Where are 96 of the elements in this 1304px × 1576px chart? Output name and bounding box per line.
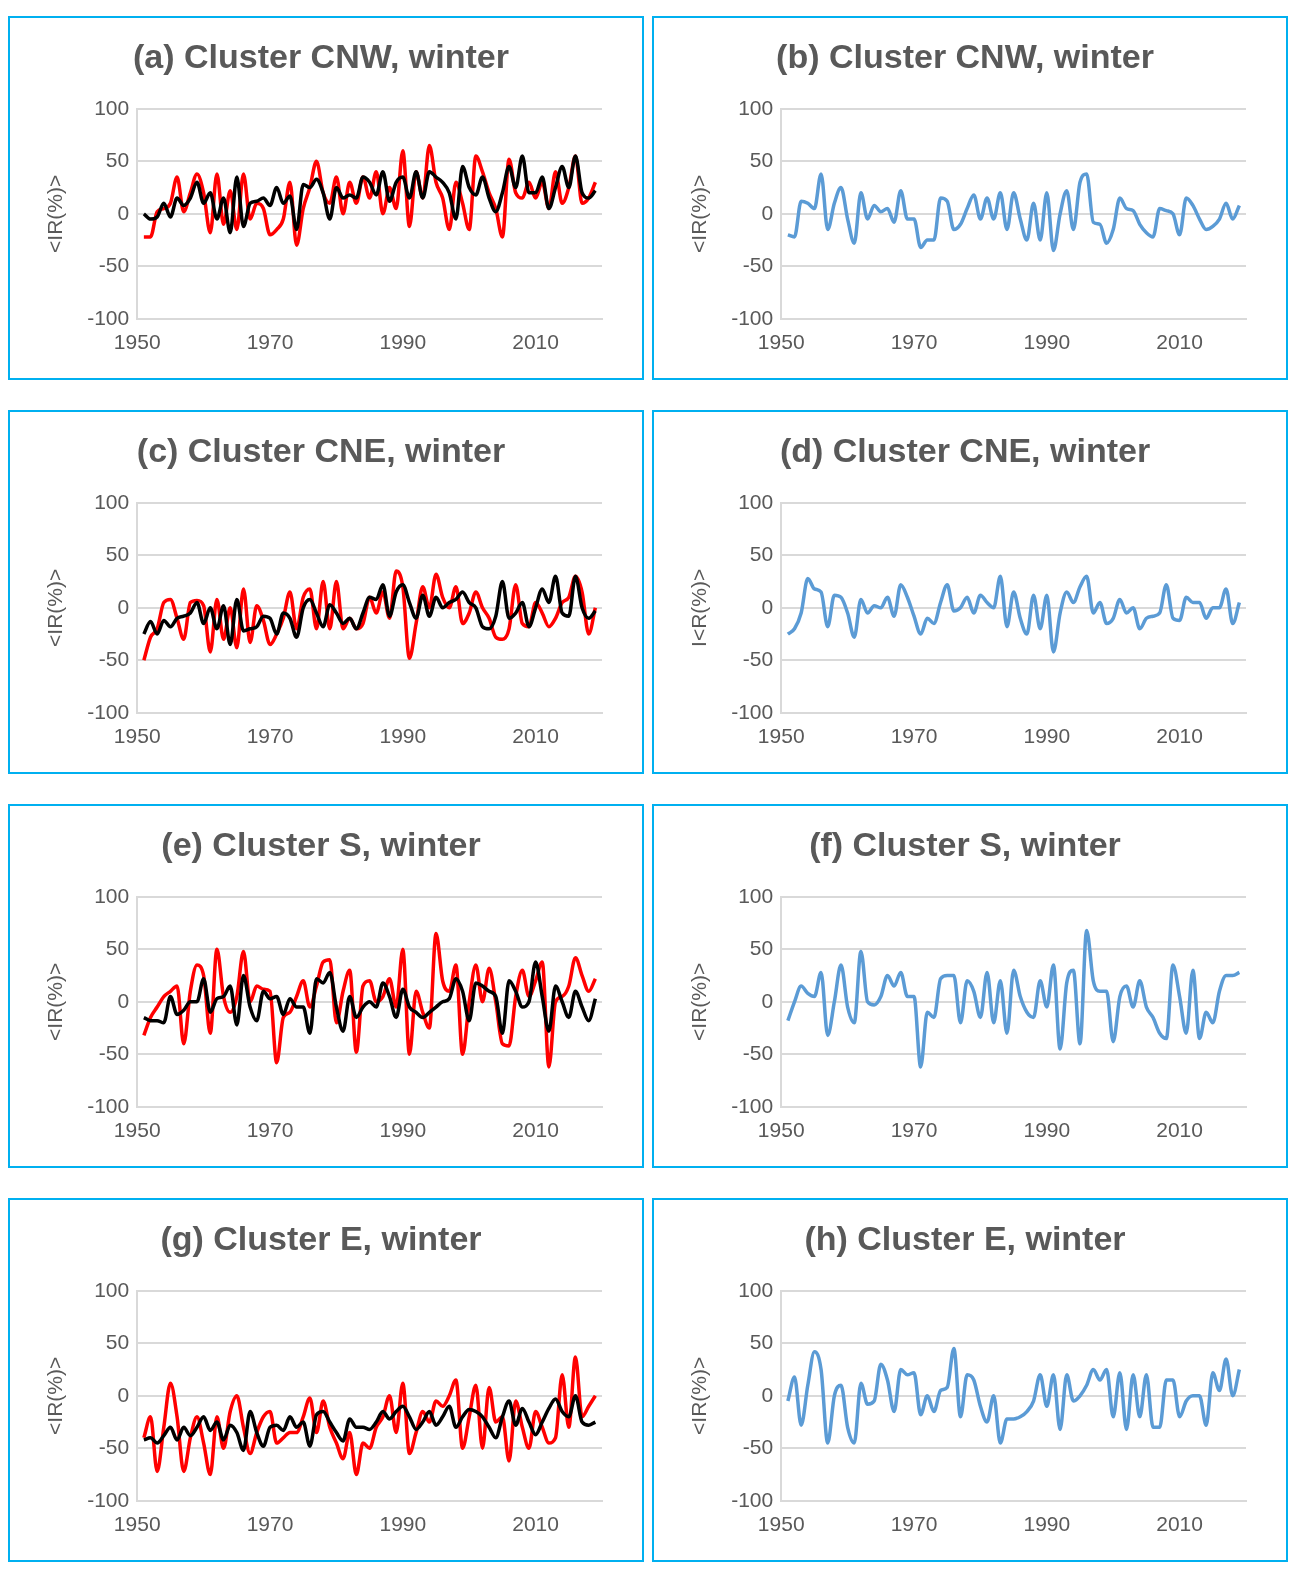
- y-tick-label: 100: [94, 489, 130, 513]
- line-series: [142, 1394, 598, 1453]
- y-axis-title: <IR(%)>: [43, 568, 67, 647]
- y-tick-label: -50: [98, 1041, 130, 1065]
- x-tick-label: 2010: [1156, 724, 1203, 748]
- y-tick-label: -100: [87, 1093, 130, 1117]
- y-tick-label: 0: [117, 200, 130, 224]
- y-axis-title: I<R(%)>: [687, 568, 711, 647]
- y-axis-title: <IR(%)>: [687, 174, 711, 253]
- chart-title: (d) Cluster CNE, winter: [779, 430, 1151, 469]
- x-tick-label: 1950: [757, 1118, 805, 1142]
- line-series: [786, 574, 1242, 654]
- y-tick-label: -100: [731, 1093, 774, 1117]
- y-tick-label: -100: [731, 699, 774, 723]
- line-series: [142, 960, 598, 1036]
- x-tick-label: 1990: [379, 1512, 427, 1536]
- y-tick-label: 100: [738, 1277, 774, 1301]
- x-tick-label: 1990: [1023, 724, 1071, 748]
- x-tick-label: 1950: [757, 1512, 805, 1536]
- x-tick-label: 1990: [1023, 330, 1071, 354]
- chart-title: (c) Cluster CNE, winter: [136, 430, 506, 469]
- x-tick-label: 1970: [246, 1512, 294, 1536]
- y-tick-label: 0: [761, 200, 774, 224]
- y-tick-label: 50: [105, 936, 130, 960]
- x-tick-label: 1950: [113, 724, 161, 748]
- line-series: [786, 172, 1242, 253]
- y-tick-label: -50: [98, 647, 130, 671]
- y-tick-label: 50: [105, 1330, 130, 1354]
- x-tick-label: 2010: [1156, 1512, 1203, 1536]
- x-tick-label: 2010: [1156, 1118, 1203, 1142]
- y-tick-label: 100: [738, 883, 774, 907]
- y-tick-label: 50: [105, 148, 130, 172]
- y-tick-label: 0: [761, 594, 774, 618]
- y-tick-label: -100: [87, 699, 130, 723]
- y-axis-title: <IR(%)>: [43, 962, 67, 1041]
- y-tick-label: 100: [738, 489, 774, 513]
- y-tick-label: 100: [94, 95, 130, 119]
- chart-title: (g) Cluster E, winter: [160, 1218, 482, 1257]
- y-tick-label: -50: [742, 253, 774, 277]
- y-tick-label: 100: [94, 883, 130, 907]
- y-tick-label: -50: [98, 1435, 130, 1459]
- x-tick-label: 1970: [246, 724, 294, 748]
- x-tick-label: 1950: [113, 330, 161, 354]
- x-tick-label: 1970: [246, 1118, 294, 1142]
- chart-title: (f) Cluster S, winter: [809, 824, 1121, 863]
- y-tick-label: 0: [761, 988, 774, 1012]
- x-tick-label: 1950: [757, 724, 805, 748]
- x-tick-label: 2010: [512, 330, 559, 354]
- chart-title: (h) Cluster E, winter: [804, 1218, 1126, 1257]
- line-series: [786, 1346, 1242, 1445]
- x-tick-label: 1990: [379, 1118, 427, 1142]
- x-tick-label: 1970: [890, 724, 938, 748]
- chart-title: (e) Cluster S, winter: [161, 824, 481, 863]
- x-tick-label: 1990: [379, 330, 427, 354]
- y-tick-label: 100: [738, 95, 774, 119]
- y-tick-label: 0: [117, 594, 130, 618]
- x-tick-label: 2010: [1156, 330, 1203, 354]
- x-tick-label: 1990: [1023, 1512, 1071, 1536]
- x-tick-label: 1970: [890, 330, 938, 354]
- y-tick-label: 0: [761, 1382, 774, 1406]
- y-tick-label: -50: [742, 647, 774, 671]
- x-tick-label: 2010: [512, 1512, 559, 1536]
- x-tick-label: 1990: [379, 724, 427, 748]
- x-tick-label: 1950: [757, 330, 805, 354]
- y-axis-title: <IR(%)>: [43, 174, 67, 253]
- y-tick-label: -100: [731, 305, 774, 329]
- y-tick-label: -100: [87, 1487, 130, 1511]
- y-axis-title: <IR(%)>: [687, 962, 711, 1041]
- y-tick-label: 100: [94, 1277, 130, 1301]
- y-tick-label: -50: [98, 253, 130, 277]
- x-tick-label: 1970: [890, 1118, 938, 1142]
- chart-title: (a) Cluster CNW, winter: [133, 36, 509, 75]
- line-series: [142, 574, 598, 647]
- y-tick-label: 50: [749, 148, 774, 172]
- y-axis-title: <IR(%)>: [43, 1356, 67, 1435]
- x-tick-label: 1990: [1023, 1118, 1071, 1142]
- x-tick-label: 1950: [113, 1512, 161, 1536]
- x-tick-label: 2010: [512, 724, 559, 748]
- chart-title: (b) Cluster CNW, winter: [776, 36, 1154, 75]
- y-tick-label: 50: [749, 1330, 774, 1354]
- y-tick-label: 50: [749, 542, 774, 566]
- y-tick-label: -50: [742, 1435, 774, 1459]
- x-tick-label: 2010: [512, 1118, 559, 1142]
- y-tick-label: 0: [117, 988, 130, 1012]
- x-tick-label: 1950: [113, 1118, 161, 1142]
- y-tick-label: 50: [749, 936, 774, 960]
- y-tick-label: -100: [87, 305, 130, 329]
- x-tick-label: 1970: [246, 330, 294, 354]
- y-tick-label: 50: [105, 542, 130, 566]
- x-tick-label: 1970: [890, 1512, 938, 1536]
- y-tick-label: -100: [731, 1487, 774, 1511]
- line-series: [142, 154, 598, 235]
- y-axis-title: <IR(%)>: [687, 1356, 711, 1435]
- y-tick-label: 0: [117, 1382, 130, 1406]
- y-tick-label: -50: [742, 1041, 774, 1065]
- line-series: [786, 928, 1242, 1069]
